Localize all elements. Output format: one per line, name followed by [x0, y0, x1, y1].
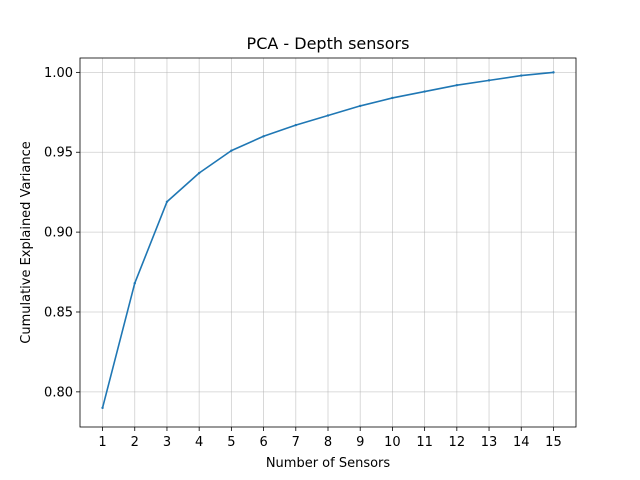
x-axis-label: Number of Sensors [266, 456, 391, 471]
x-tick-label: 6 [259, 435, 267, 450]
data-point [294, 123, 297, 127]
data-point [455, 83, 459, 87]
x-tick-label: 13 [481, 435, 498, 450]
data-point [423, 90, 426, 93]
series-layer [101, 71, 555, 410]
data-point [326, 114, 330, 117]
tick-layer: 1 2 3 4 5 6 7 8 9 10 11 12 13 14 150.800.850.900.951.0… [44, 66, 562, 450]
chart-title: PCA - Depth sensors [247, 34, 410, 53]
x-tick-label: 4 [195, 435, 203, 450]
x-tick-label: 9 [356, 435, 364, 450]
x-tick-label: 3 [163, 435, 171, 450]
data-point [133, 282, 136, 285]
x-tick-label: 11 [416, 435, 433, 450]
x-tick-label: 15 [545, 435, 562, 450]
x-tick-label: 7 [292, 435, 300, 450]
x-tick-label: 8 [324, 435, 332, 450]
data-point [520, 74, 523, 77]
data-point [391, 96, 394, 100]
x-tick-label: 1 [98, 435, 106, 450]
y-axis-label: Cumulative Explained Variance [19, 141, 34, 343]
y-tick-label: 0.95 [44, 146, 73, 161]
data-point [101, 406, 104, 410]
y-tick-label: 1.00 [44, 66, 73, 81]
data-point [359, 104, 362, 108]
x-tick-label: 12 [449, 435, 466, 450]
data-point [262, 135, 265, 138]
data-point [487, 79, 491, 82]
data-point [230, 149, 233, 152]
data-point [165, 200, 169, 203]
x-tick-label: 10 [384, 435, 401, 450]
data-point [197, 171, 201, 175]
y-tick-label: 0.85 [44, 305, 73, 320]
y-tick-label: 0.90 [44, 226, 73, 241]
grid-layer [80, 58, 576, 427]
y-tick-label: 0.80 [44, 385, 73, 400]
x-tick-label: 5 [227, 435, 235, 450]
data-point [552, 71, 555, 74]
x-tick-label: 2 [131, 435, 139, 450]
x-tick-label: 14 [513, 435, 530, 450]
